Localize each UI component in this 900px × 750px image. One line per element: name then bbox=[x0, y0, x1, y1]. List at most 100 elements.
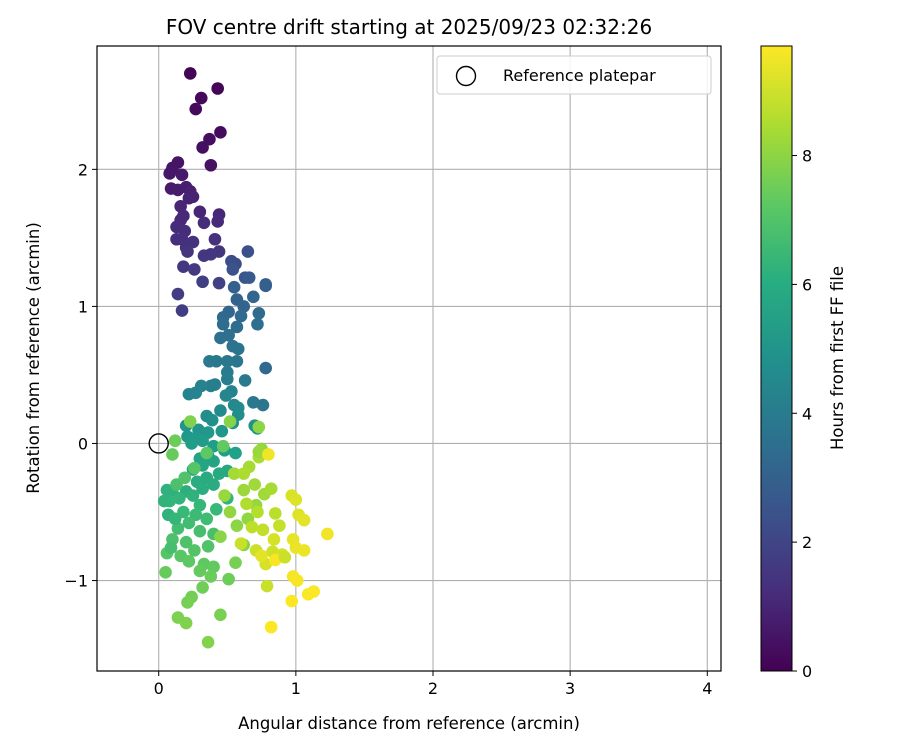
data-point bbox=[188, 544, 201, 557]
data-point bbox=[174, 200, 187, 213]
y-tick-label: −1 bbox=[64, 572, 88, 591]
data-point bbox=[278, 550, 292, 564]
data-point bbox=[259, 361, 272, 375]
data-point bbox=[157, 494, 171, 508]
data-point bbox=[179, 535, 193, 549]
data-point bbox=[222, 572, 235, 586]
data-point bbox=[242, 271, 256, 284]
data-point bbox=[168, 434, 182, 448]
data-point bbox=[204, 379, 218, 393]
data-point bbox=[168, 512, 182, 526]
data-point bbox=[215, 424, 229, 438]
data-point bbox=[252, 445, 266, 459]
data-point bbox=[248, 478, 262, 491]
data-point bbox=[214, 608, 227, 622]
data-point bbox=[237, 467, 251, 480]
colorbar-tick-label: 2 bbox=[802, 533, 812, 552]
data-point bbox=[205, 413, 219, 427]
data-point bbox=[163, 167, 176, 180]
data-point bbox=[267, 533, 281, 546]
data-point bbox=[227, 467, 241, 480]
data-point bbox=[321, 527, 334, 541]
legend-box bbox=[436, 55, 712, 95]
y-tick-label: 2 bbox=[78, 160, 88, 179]
data-point bbox=[255, 549, 268, 563]
data-point bbox=[234, 309, 248, 323]
data-point bbox=[264, 620, 278, 634]
y-tick-label: 1 bbox=[78, 297, 88, 316]
y-tick-label: 0 bbox=[78, 434, 88, 453]
legend: Reference platepar bbox=[436, 55, 712, 95]
data-point bbox=[182, 555, 196, 568]
data-point bbox=[193, 498, 207, 512]
data-point bbox=[196, 581, 209, 594]
data-point bbox=[177, 260, 190, 273]
data-point bbox=[251, 505, 264, 519]
data-point bbox=[290, 574, 304, 587]
data-point bbox=[245, 520, 259, 534]
data-point bbox=[226, 263, 240, 276]
data-point bbox=[211, 215, 224, 228]
data-point bbox=[231, 342, 245, 356]
data-point bbox=[264, 482, 278, 496]
data-point bbox=[186, 190, 200, 204]
data-point bbox=[252, 306, 266, 320]
data-point bbox=[218, 489, 231, 502]
data-point bbox=[201, 635, 215, 649]
data-point bbox=[189, 386, 203, 400]
data-point bbox=[185, 437, 198, 450]
data-point bbox=[230, 320, 244, 334]
y-axis-ticks: −1 0 1 2 bbox=[64, 160, 97, 591]
colorbar-label: Hours from first FF file bbox=[828, 266, 847, 450]
data-point bbox=[252, 420, 266, 434]
data-point bbox=[230, 519, 244, 533]
data-point bbox=[241, 245, 255, 258]
colorbar-tick-label: 8 bbox=[802, 147, 812, 166]
data-point bbox=[247, 290, 260, 304]
x-tick-label: 1 bbox=[291, 679, 301, 698]
data-point bbox=[203, 354, 216, 368]
data-point bbox=[247, 396, 260, 409]
data-point bbox=[179, 616, 193, 630]
data-point bbox=[212, 276, 226, 290]
data-point bbox=[268, 507, 282, 520]
colorbar-tick-label: 4 bbox=[802, 404, 812, 423]
x-tick-label: 4 bbox=[702, 679, 712, 698]
data-point bbox=[220, 354, 234, 368]
data-point bbox=[172, 492, 186, 505]
data-point bbox=[230, 354, 244, 368]
data-point bbox=[204, 158, 218, 172]
data-point bbox=[183, 67, 197, 80]
data-point bbox=[212, 467, 226, 480]
data-point bbox=[166, 448, 179, 461]
data-point bbox=[175, 168, 189, 182]
data-point bbox=[188, 461, 201, 475]
data-point bbox=[214, 404, 227, 417]
data-point bbox=[207, 560, 220, 574]
data-point bbox=[201, 539, 215, 553]
data-point bbox=[182, 516, 196, 530]
colorbar-gradient bbox=[760, 45, 793, 672]
x-axis-label: Angular distance from reference (arcmin) bbox=[238, 714, 580, 733]
data-point bbox=[256, 523, 270, 537]
data-point bbox=[237, 300, 251, 313]
data-point bbox=[200, 446, 214, 460]
data-point bbox=[223, 505, 237, 519]
data-point bbox=[211, 82, 224, 95]
reference-marker-layer bbox=[148, 433, 169, 454]
data-point bbox=[216, 439, 230, 453]
data-point bbox=[159, 566, 172, 579]
data-point bbox=[181, 596, 194, 609]
data-point bbox=[186, 489, 200, 502]
colorbar-tick-label: 0 bbox=[802, 662, 812, 681]
data-point bbox=[234, 537, 248, 550]
data-point bbox=[171, 522, 185, 535]
data-point bbox=[196, 434, 209, 448]
x-axis-ticks: 0 1 2 3 4 bbox=[154, 671, 712, 698]
legend-entry-reference-platepar: Reference platepar bbox=[503, 66, 656, 85]
data-point bbox=[214, 126, 227, 139]
y-axis-label: Rotation from reference (arcmin) bbox=[24, 222, 43, 494]
data-points bbox=[157, 67, 334, 649]
